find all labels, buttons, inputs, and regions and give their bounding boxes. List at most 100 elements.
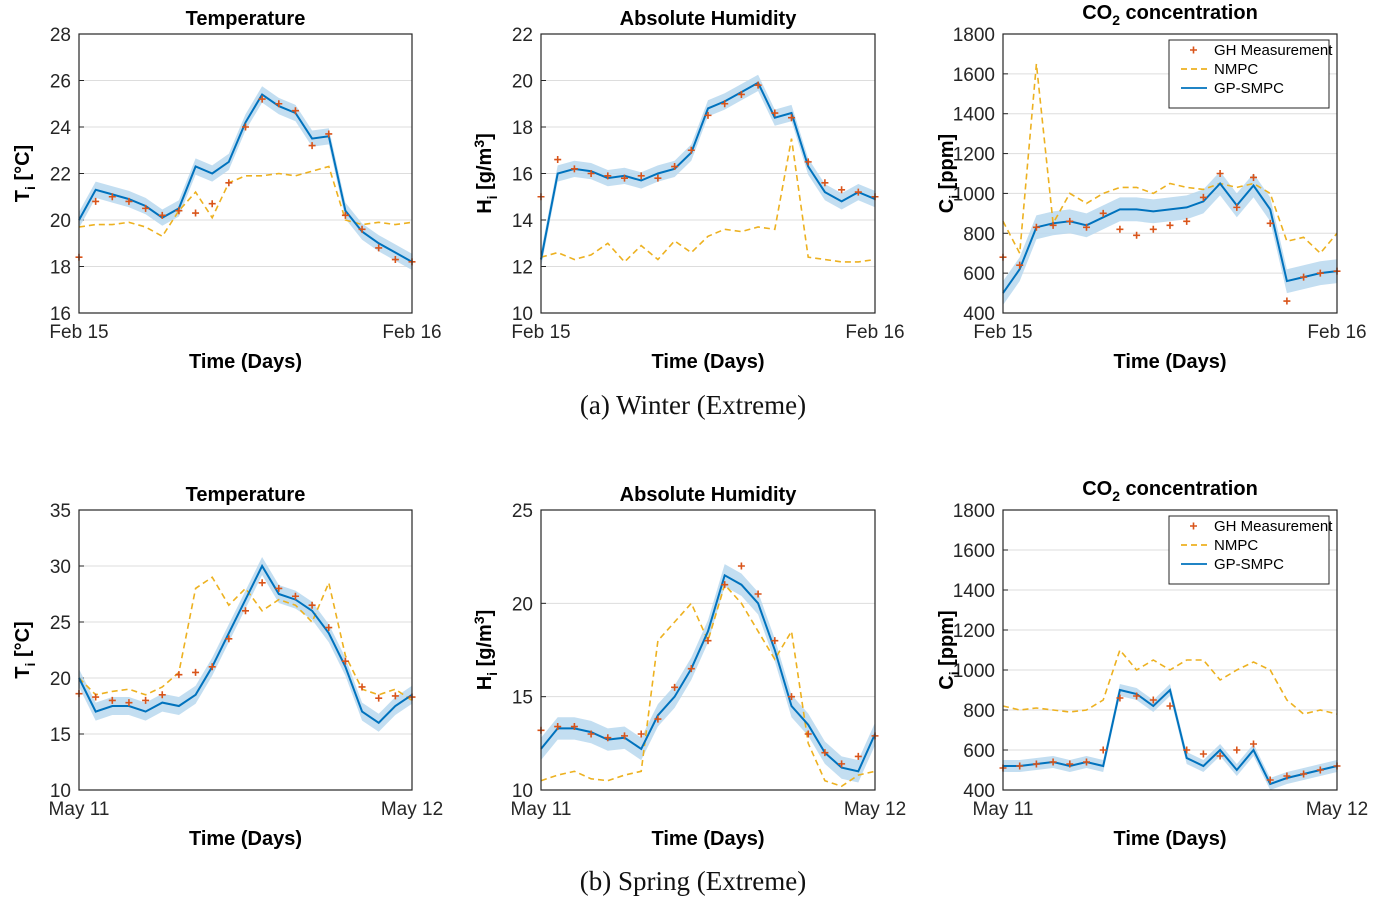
gh-measurement-point	[737, 90, 745, 98]
gh-measurement-point	[325, 624, 333, 632]
y-tick-label: 1000	[953, 661, 995, 682]
gh-measurement-point	[587, 730, 595, 738]
x-tick-label: Feb 16	[1307, 322, 1366, 343]
x-tick-label: May 12	[1306, 799, 1368, 820]
y-tick-label: 1400	[953, 105, 995, 126]
gh-measurement-point	[275, 584, 283, 592]
gh-measurement-point	[1083, 758, 1090, 766]
gh-measurement-point	[637, 730, 645, 738]
gh-measurement-point	[1016, 261, 1024, 269]
y-tick-label: 14	[512, 211, 534, 232]
x-axis-label: Time (Days)	[1113, 828, 1226, 850]
gh-measurement-point	[1016, 762, 1024, 770]
x-axis-label: Time (Days)	[189, 828, 302, 850]
gh-measurement-point	[375, 244, 383, 252]
gh-measurement-point	[1099, 209, 1107, 217]
y-axis-label: Hi [g/m3]	[471, 133, 500, 214]
gh-measurement-point	[325, 130, 333, 138]
gh-measurement-point	[175, 671, 183, 679]
y-tick-label: 10	[512, 781, 533, 802]
gh-measurement-point	[838, 186, 846, 194]
gh-measurement-point	[1316, 269, 1324, 277]
gh-measurement-point	[308, 601, 316, 609]
gh-measurement-point	[242, 607, 249, 615]
gh-measurement-point	[721, 581, 729, 589]
gh-measurement-point	[225, 179, 233, 187]
gh-measurement-point	[671, 163, 679, 171]
gh-measurement-point	[258, 579, 266, 587]
y-tick-label: 26	[50, 72, 71, 93]
gh-measurement-point	[225, 635, 233, 643]
gh-measurement-point	[142, 696, 150, 704]
gp-smpc-confidence-band	[541, 564, 875, 783]
chart-legend: GH Measurement NMPC GP-SMPC	[1168, 515, 1333, 585]
gh-measurement-point	[1300, 770, 1308, 778]
chart-panel-winter-co2: 400 600 800 1000 1200 1400 1600 1800 Feb 15 Feb 1…	[936, 2, 1367, 373]
series-nmpc-line	[1002, 648, 1338, 715]
gh-measurement-point	[1233, 203, 1241, 211]
chart-panel-winter-temperature: 16 18 20 22 24 26 28 Feb 15 Feb 16 Temperature Tim…	[12, 8, 442, 373]
y-tick-label: 22	[512, 25, 533, 46]
gh-measurement-point	[1149, 225, 1157, 233]
series-gp-smpc-line	[540, 81, 876, 260]
series-gp-smpc-line	[540, 573, 876, 773]
gh-measurement-point	[771, 109, 779, 117]
gh-measurement-point	[754, 81, 762, 89]
x-tick-label: Feb 15	[49, 322, 108, 343]
gh-measurement-point	[687, 665, 695, 673]
caption-spring: (b) Spring (Extreme)	[579, 866, 807, 896]
x-axis-label: Time (Days)	[651, 828, 764, 850]
chart-panel-winter-humidity: 10 12 14 16 18 20 22 Feb 15 Feb 16 Absolute Humid…	[471, 8, 905, 373]
legend-gp-smpc: GP-SMPC	[1214, 556, 1284, 573]
gh-measurement-point	[208, 663, 216, 671]
chart-legend: GH Measurement NMPC GP-SMPC	[1168, 39, 1333, 109]
gh-measurement-point	[737, 562, 745, 570]
y-tick-label: 35	[50, 501, 71, 522]
chart-title: Temperature	[186, 8, 306, 30]
chart-panel-spring-co2: 400 600 800 1000 1200 1400 1600 1800 May 11 May 1…	[936, 478, 1368, 850]
y-axis-label: Ti [°C]	[12, 145, 38, 202]
gh-measurement-point	[604, 172, 612, 180]
gh-measurement-point	[1049, 221, 1057, 229]
y-tick-label: 1800	[953, 501, 995, 522]
gh-measurement-point	[341, 211, 349, 219]
y-axis-label: Ci [ppm]	[936, 610, 962, 689]
x-axis-label: Time (Days)	[651, 351, 764, 373]
legend-box	[1168, 39, 1330, 109]
y-axis-label: Ci [ppm]	[936, 134, 962, 213]
x-tick-label: May 11	[973, 799, 1034, 820]
gh-measurement-point	[1199, 193, 1207, 201]
y-tick-label: 1600	[953, 65, 995, 86]
gh-measurement-point	[821, 749, 829, 757]
gh-measurement-point	[1300, 273, 1308, 281]
chart-panel-spring-temperature: 10 15 20 25 30 35 May 11 May 12 Temperature Time …	[12, 484, 443, 850]
y-axis-label: Hi [g/m3]	[471, 610, 500, 691]
gh-measurement-point	[208, 200, 216, 208]
y-tick-label: 22	[50, 165, 71, 186]
legend-marker	[1190, 46, 1197, 54]
gh-measurement-point	[621, 174, 628, 182]
gh-measurement-point	[687, 146, 695, 154]
y-tick-label: 400	[963, 304, 995, 325]
legend-nmpc: NMPC	[1214, 537, 1258, 554]
gh-measurement-point	[1049, 758, 1057, 766]
y-tick-label: 400	[963, 781, 995, 802]
gh-measurement-point	[1083, 223, 1090, 231]
axes-frame	[1002, 33, 1338, 314]
y-tick-label: 20	[512, 594, 533, 615]
gh-measurement-point	[604, 734, 612, 742]
chart-panel-spring-humidity: 10 15 20 25 May 11 May 12 Absolute Humidity Tim…	[471, 484, 906, 850]
gh-measurement-point	[788, 693, 795, 701]
gh-measurement-point	[291, 107, 299, 115]
y-tick-label: 600	[963, 264, 995, 285]
gp-smpc-confidence-band	[1003, 171, 1337, 305]
gh-measurement-point	[375, 694, 383, 702]
gh-measurement-point	[570, 723, 578, 731]
gh-measurement-point	[142, 204, 150, 212]
axes-frame	[78, 509, 413, 791]
legend-gh-measurement: GH Measurement	[1214, 42, 1333, 59]
gh-measurement-point	[1250, 740, 1257, 748]
gh-measurement-point	[621, 732, 628, 740]
y-tick-label: 1600	[953, 541, 995, 562]
